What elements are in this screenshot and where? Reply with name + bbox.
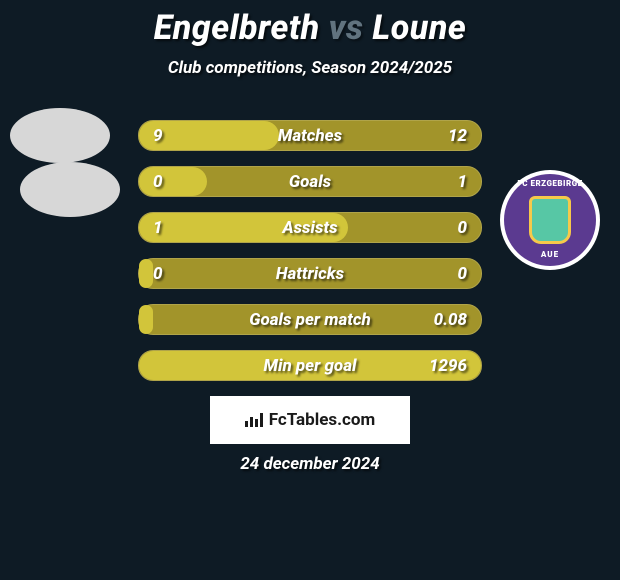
club-logo-bottom-text: AUE <box>504 251 596 260</box>
title-vs: vs <box>329 8 364 48</box>
comparison-card: Engelbreth vs Loune Club competitions, S… <box>0 0 620 580</box>
player-left-avatar-2 <box>20 162 120 217</box>
stat-label: Hattricks <box>139 259 481 290</box>
stat-row: Matches9 12 <box>138 120 482 151</box>
brand-text: FcTables.com <box>269 410 375 430</box>
stat-right-value: 0 <box>457 213 467 244</box>
player-left-avatar-1 <box>10 108 110 163</box>
stat-right-value: 0.08 <box>434 305 467 336</box>
subtitle: Club competitions, Season 2024/2025 <box>0 58 620 78</box>
stat-left-value: 1 <box>153 213 163 244</box>
title-player-left: Engelbreth <box>154 8 320 48</box>
stat-left-value: 0 <box>153 167 163 198</box>
stat-row: Assists1 0 <box>138 212 482 243</box>
stat-row: Goals per match0.08 <box>138 304 482 335</box>
club-logo-right: FC ERZGEBIRGE AUE <box>500 170 600 270</box>
stat-label: Goals <box>139 167 481 198</box>
stat-row: Min per goal1296 <box>138 350 482 381</box>
stat-row: Hattricks0 0 <box>138 258 482 289</box>
bar-chart-icon <box>245 413 263 427</box>
stat-right-value: 1 <box>457 167 467 198</box>
stat-left-value: 9 <box>153 121 163 152</box>
brand-badge: FcTables.com <box>210 396 410 444</box>
stat-right-value: 12 <box>448 121 467 152</box>
stat-row: Goals0 1 <box>138 166 482 197</box>
club-logo-top-text: FC ERZGEBIRGE <box>504 180 596 189</box>
club-logo-ring: FC ERZGEBIRGE AUE <box>504 174 596 266</box>
club-logo-shield <box>529 196 571 244</box>
stat-label: Goals per match <box>139 305 481 336</box>
stat-right-value: 0 <box>457 259 467 290</box>
title-player-right: Loune <box>372 8 466 48</box>
stat-right-value: 1296 <box>429 351 467 382</box>
stat-label: Assists <box>139 213 481 244</box>
stat-label: Matches <box>139 121 481 152</box>
date-text: 24 december 2024 <box>0 454 620 474</box>
page-title: Engelbreth vs Loune <box>0 8 620 48</box>
stat-bars: Matches912Goals01Assists10Hattricks00Goa… <box>138 120 482 396</box>
stat-left-value: 0 <box>153 259 163 290</box>
